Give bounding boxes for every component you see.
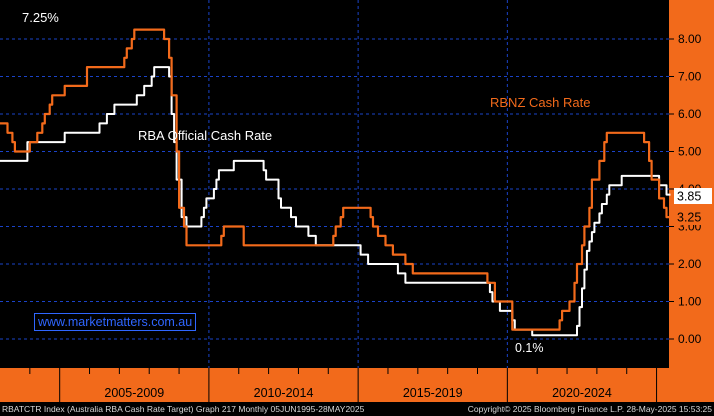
annotation-peak: 7.25% [22,10,59,25]
last-value-labels: 3.85 3.25 [674,188,712,225]
y-tick-label: 1.00 [678,295,702,309]
bloomberg-footer: RBATCTR Index (Australia RBA Cash Rate T… [0,402,714,416]
x-tick-label: 2010-2014 [254,386,314,400]
rba-series-line [0,66,671,337]
annotation-rbnz-name: RBNZ Cash Rate [490,95,590,110]
series-lines [0,28,671,337]
y-tick-label: 6.00 [678,107,702,121]
rba-last-value-box [674,188,712,204]
watermark-link[interactable]: www.marketmatters.com.au [34,313,197,331]
rba-last-value: 3.85 [677,190,701,204]
rbnz-last-value-box [674,209,712,225]
x-tick-label: 2005-2009 [104,386,164,400]
annotation-rba-name: RBA Official Cash Rate [138,128,272,143]
y-axis-panel [669,0,714,368]
y-tick-label: 5.00 [678,145,702,159]
y-tick-label: 8.00 [678,32,702,46]
rbnz-series-line [0,28,671,331]
annotation-trough: 0.1% [515,341,544,355]
x-tick-label: 2020-2024 [552,386,612,400]
footer-copyright: Copyright© 2025 Bloomberg Finance L.P. 2… [467,404,712,414]
x-tick-label: 2015-2019 [403,386,463,400]
y-tick-label: 7.00 [678,70,702,84]
annotations: 7.25% RBA Official Cash Rate RBNZ Cash Rat… [22,10,590,355]
y-tick-label: 0.00 [678,332,702,346]
x-axis-labels: 2005-2009 2010-2014 2015-2019 2020-2024 [29,368,658,402]
y-tick-label: 2.00 [678,257,702,271]
gridlines [0,0,669,368]
footer-index-info: RBATCTR Index (Australia RBA Cash Rate T… [2,404,365,414]
rbnz-last-value: 3.25 [677,211,701,225]
